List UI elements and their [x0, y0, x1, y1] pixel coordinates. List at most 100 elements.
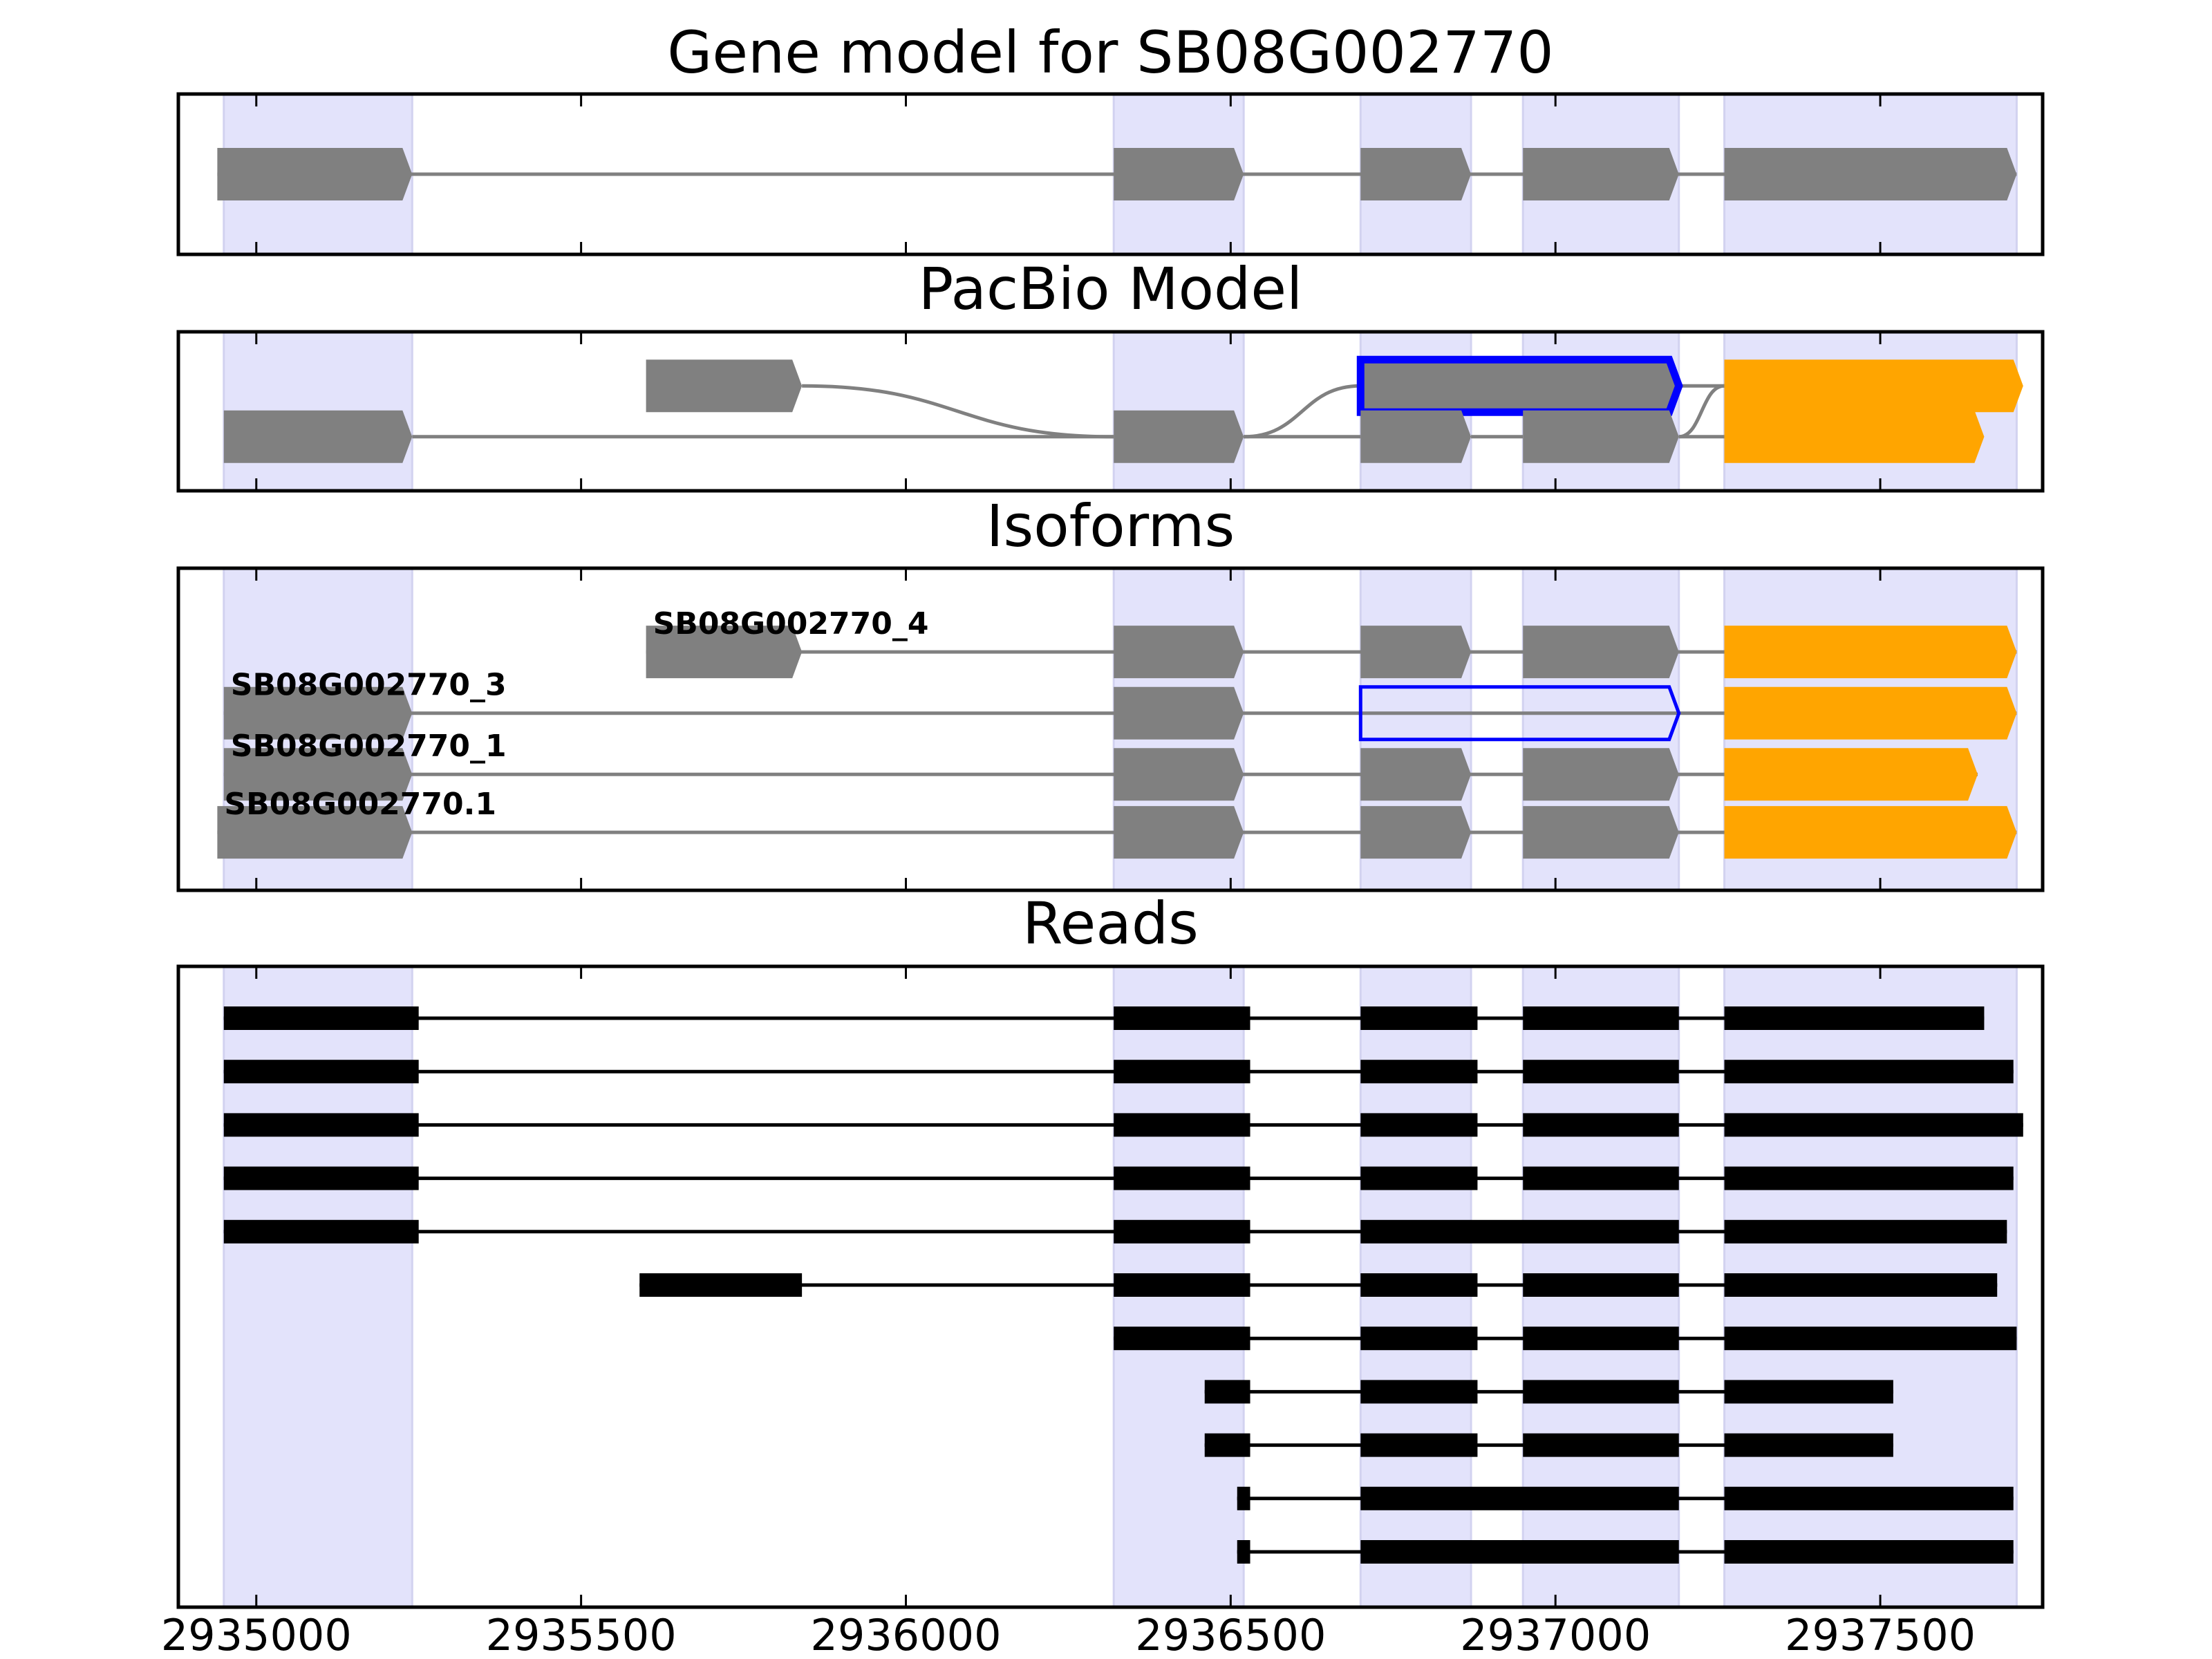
read-block — [1114, 1327, 1250, 1351]
read-block — [1360, 1006, 1478, 1030]
exon — [1523, 148, 1679, 200]
utr-exon — [1724, 626, 2017, 679]
exon-highlight — [1358, 685, 1681, 742]
x-tick-label: 2936000 — [810, 1610, 1001, 1659]
utr-exon — [1724, 686, 2017, 740]
x-tick-label: 2935000 — [161, 1610, 352, 1659]
read-block — [1724, 1433, 1893, 1457]
read-block — [1724, 1486, 2014, 1510]
exon — [1114, 686, 1244, 740]
x-tick-label: 2935500 — [486, 1610, 677, 1659]
read-block — [223, 1166, 419, 1190]
isoform-label: SB08G002770_4 — [653, 606, 929, 641]
exon — [646, 626, 803, 679]
read-block — [1114, 1273, 1250, 1297]
read-block — [223, 1006, 419, 1030]
exon — [217, 806, 413, 859]
read-block — [1523, 1113, 1679, 1137]
panel-title: Gene model for SB08G002770 — [667, 19, 1553, 86]
exon — [1523, 626, 1679, 679]
exon — [1114, 410, 1244, 463]
exon — [1724, 148, 2017, 200]
read-block — [1523, 1166, 1679, 1190]
read-block — [639, 1273, 803, 1297]
exon — [217, 148, 413, 200]
read-block — [1237, 1486, 1250, 1510]
panel-title: Reads — [1022, 890, 1199, 957]
exon — [1360, 148, 1472, 200]
read-block — [1204, 1433, 1250, 1457]
exon — [223, 686, 413, 740]
utr-exon — [1724, 410, 1985, 463]
reads-panel: Reads 2935000 2935500 2936000 2936500 2937000… — [161, 890, 2045, 1659]
read-block — [1523, 1433, 1679, 1457]
x-tick-label: 2936500 — [1135, 1610, 1326, 1659]
read-block — [1360, 1486, 1679, 1510]
read-block — [1114, 1060, 1250, 1084]
isoforms-panel: Isoforms SB08G002770_4 SB08G002770_3 SB08G0… — [176, 492, 2045, 892]
exon — [1114, 626, 1244, 679]
exon — [1360, 806, 1472, 859]
read-block — [1724, 1273, 1998, 1297]
panel-frame — [176, 964, 2045, 1609]
read-block — [1360, 1060, 1478, 1084]
read-block — [1724, 1113, 2023, 1137]
read-block — [1523, 1060, 1679, 1084]
read-block — [1204, 1380, 1250, 1404]
panel-title: PacBio Model — [919, 255, 1303, 323]
x-tick-label: 2937500 — [1785, 1610, 1976, 1659]
splice-edge — [1678, 384, 1725, 439]
exon — [1523, 748, 1679, 801]
read-block — [1360, 1273, 1478, 1297]
exon — [1523, 806, 1679, 859]
read-block — [223, 1113, 419, 1137]
exon — [1360, 410, 1472, 463]
utr-exon — [1724, 748, 1978, 801]
pacbio-model-panel: PacBio Model — [176, 255, 2045, 493]
isoform-label: SB08G002770_3 — [231, 668, 507, 703]
read-block — [223, 1219, 419, 1244]
read-block — [1724, 1327, 2017, 1351]
splice-edge — [802, 384, 1114, 439]
exon — [1114, 148, 1244, 200]
utr-exon — [1724, 359, 2023, 413]
exon — [1114, 806, 1244, 859]
exon-highlight — [1356, 355, 1683, 416]
read-block — [1114, 1006, 1250, 1030]
exon — [1523, 410, 1679, 463]
panel-frame — [176, 92, 2045, 256]
read-block — [1237, 1540, 1250, 1564]
read-block — [1360, 1219, 1679, 1244]
read-block — [1724, 1380, 1893, 1404]
read-block — [1724, 1006, 1985, 1030]
read-block — [1724, 1219, 2007, 1244]
exon — [1360, 626, 1472, 679]
splice-edge — [1244, 384, 1361, 439]
exon — [223, 410, 413, 463]
read-block — [1360, 1166, 1478, 1190]
panel-frame — [176, 566, 2045, 892]
read-block — [1360, 1433, 1478, 1457]
read-block — [1360, 1113, 1478, 1137]
read-block — [1523, 1327, 1679, 1351]
read-block — [1114, 1219, 1250, 1244]
read-block — [1724, 1540, 2014, 1564]
utr-exon — [1724, 806, 2017, 859]
gene-model-panel: Gene model for SB08G002770 — [176, 19, 2045, 256]
x-tick-label: 2937000 — [1460, 1610, 1651, 1659]
read-block — [1360, 1327, 1478, 1351]
read-block — [1114, 1166, 1250, 1190]
read-block — [1724, 1166, 2014, 1190]
exon — [1114, 748, 1244, 801]
read-block — [1523, 1273, 1679, 1297]
isoform-label: SB08G002770_1 — [231, 729, 507, 764]
panel-title: Isoforms — [986, 492, 1235, 560]
read-block — [1523, 1006, 1679, 1030]
exon — [646, 359, 803, 413]
isoform-label: SB08G002770.1 — [224, 787, 496, 822]
read-block — [1360, 1540, 1679, 1564]
read-block — [1523, 1380, 1679, 1404]
exon — [1360, 748, 1472, 801]
read-block — [1724, 1060, 2014, 1084]
